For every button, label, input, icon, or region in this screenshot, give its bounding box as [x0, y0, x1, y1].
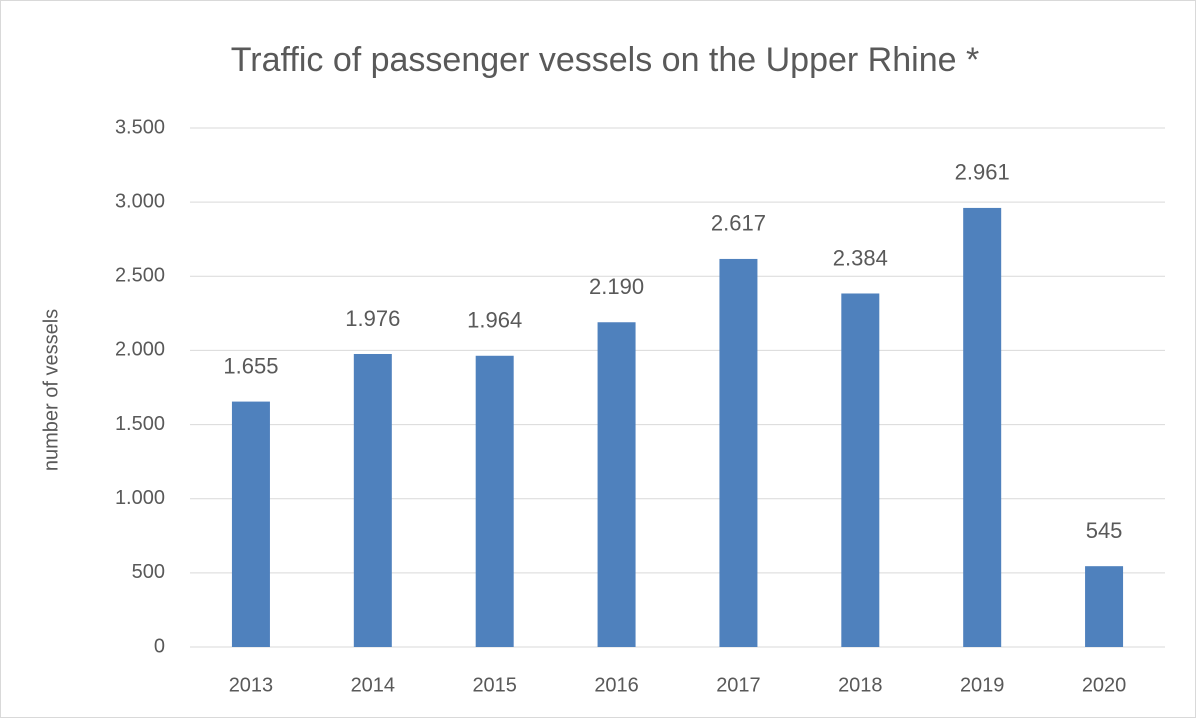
y-tick-label: 2.500	[115, 265, 165, 287]
bar	[597, 322, 636, 647]
x-tick-label: 2020	[1082, 674, 1127, 696]
data-label: 2.384	[833, 245, 888, 270]
chart-title: Traffic of passenger vessels on the Uppe…	[231, 41, 979, 79]
y-tick-label: 2.000	[115, 339, 165, 361]
bar	[719, 258, 758, 647]
x-tick-label: 2014	[351, 674, 396, 696]
x-tick-label: 2018	[838, 674, 883, 696]
data-label: 1.976	[345, 306, 400, 331]
data-label: 1.964	[467, 308, 522, 333]
y-tick-label: 500	[132, 561, 165, 583]
y-tick-label: 1.000	[115, 487, 165, 509]
data-label: 1.655	[223, 353, 278, 378]
y-tick-label: 3.000	[115, 190, 165, 212]
x-tick-label: 2015	[472, 674, 517, 696]
data-label: 545	[1086, 518, 1123, 543]
x-tick-label: 2016	[594, 674, 639, 696]
y-tick-label: 1.500	[115, 413, 165, 435]
bar	[1085, 566, 1124, 647]
x-tick-label: 2013	[229, 674, 274, 696]
data-label: 2.617	[711, 211, 766, 236]
data-label: 2.190	[589, 274, 644, 299]
x-tick-label: 2017	[716, 674, 761, 696]
y-tick-label: 3.500	[115, 116, 165, 138]
x-tick-label: 2019	[960, 674, 1005, 696]
bar	[353, 353, 392, 647]
y-axis-label: number of vessels	[40, 309, 62, 471]
bar	[475, 355, 514, 647]
bar	[841, 293, 880, 647]
y-tick-label: 0	[154, 635, 165, 657]
bar	[231, 401, 270, 647]
data-label: 2.961	[955, 160, 1010, 185]
bar	[963, 207, 1002, 647]
